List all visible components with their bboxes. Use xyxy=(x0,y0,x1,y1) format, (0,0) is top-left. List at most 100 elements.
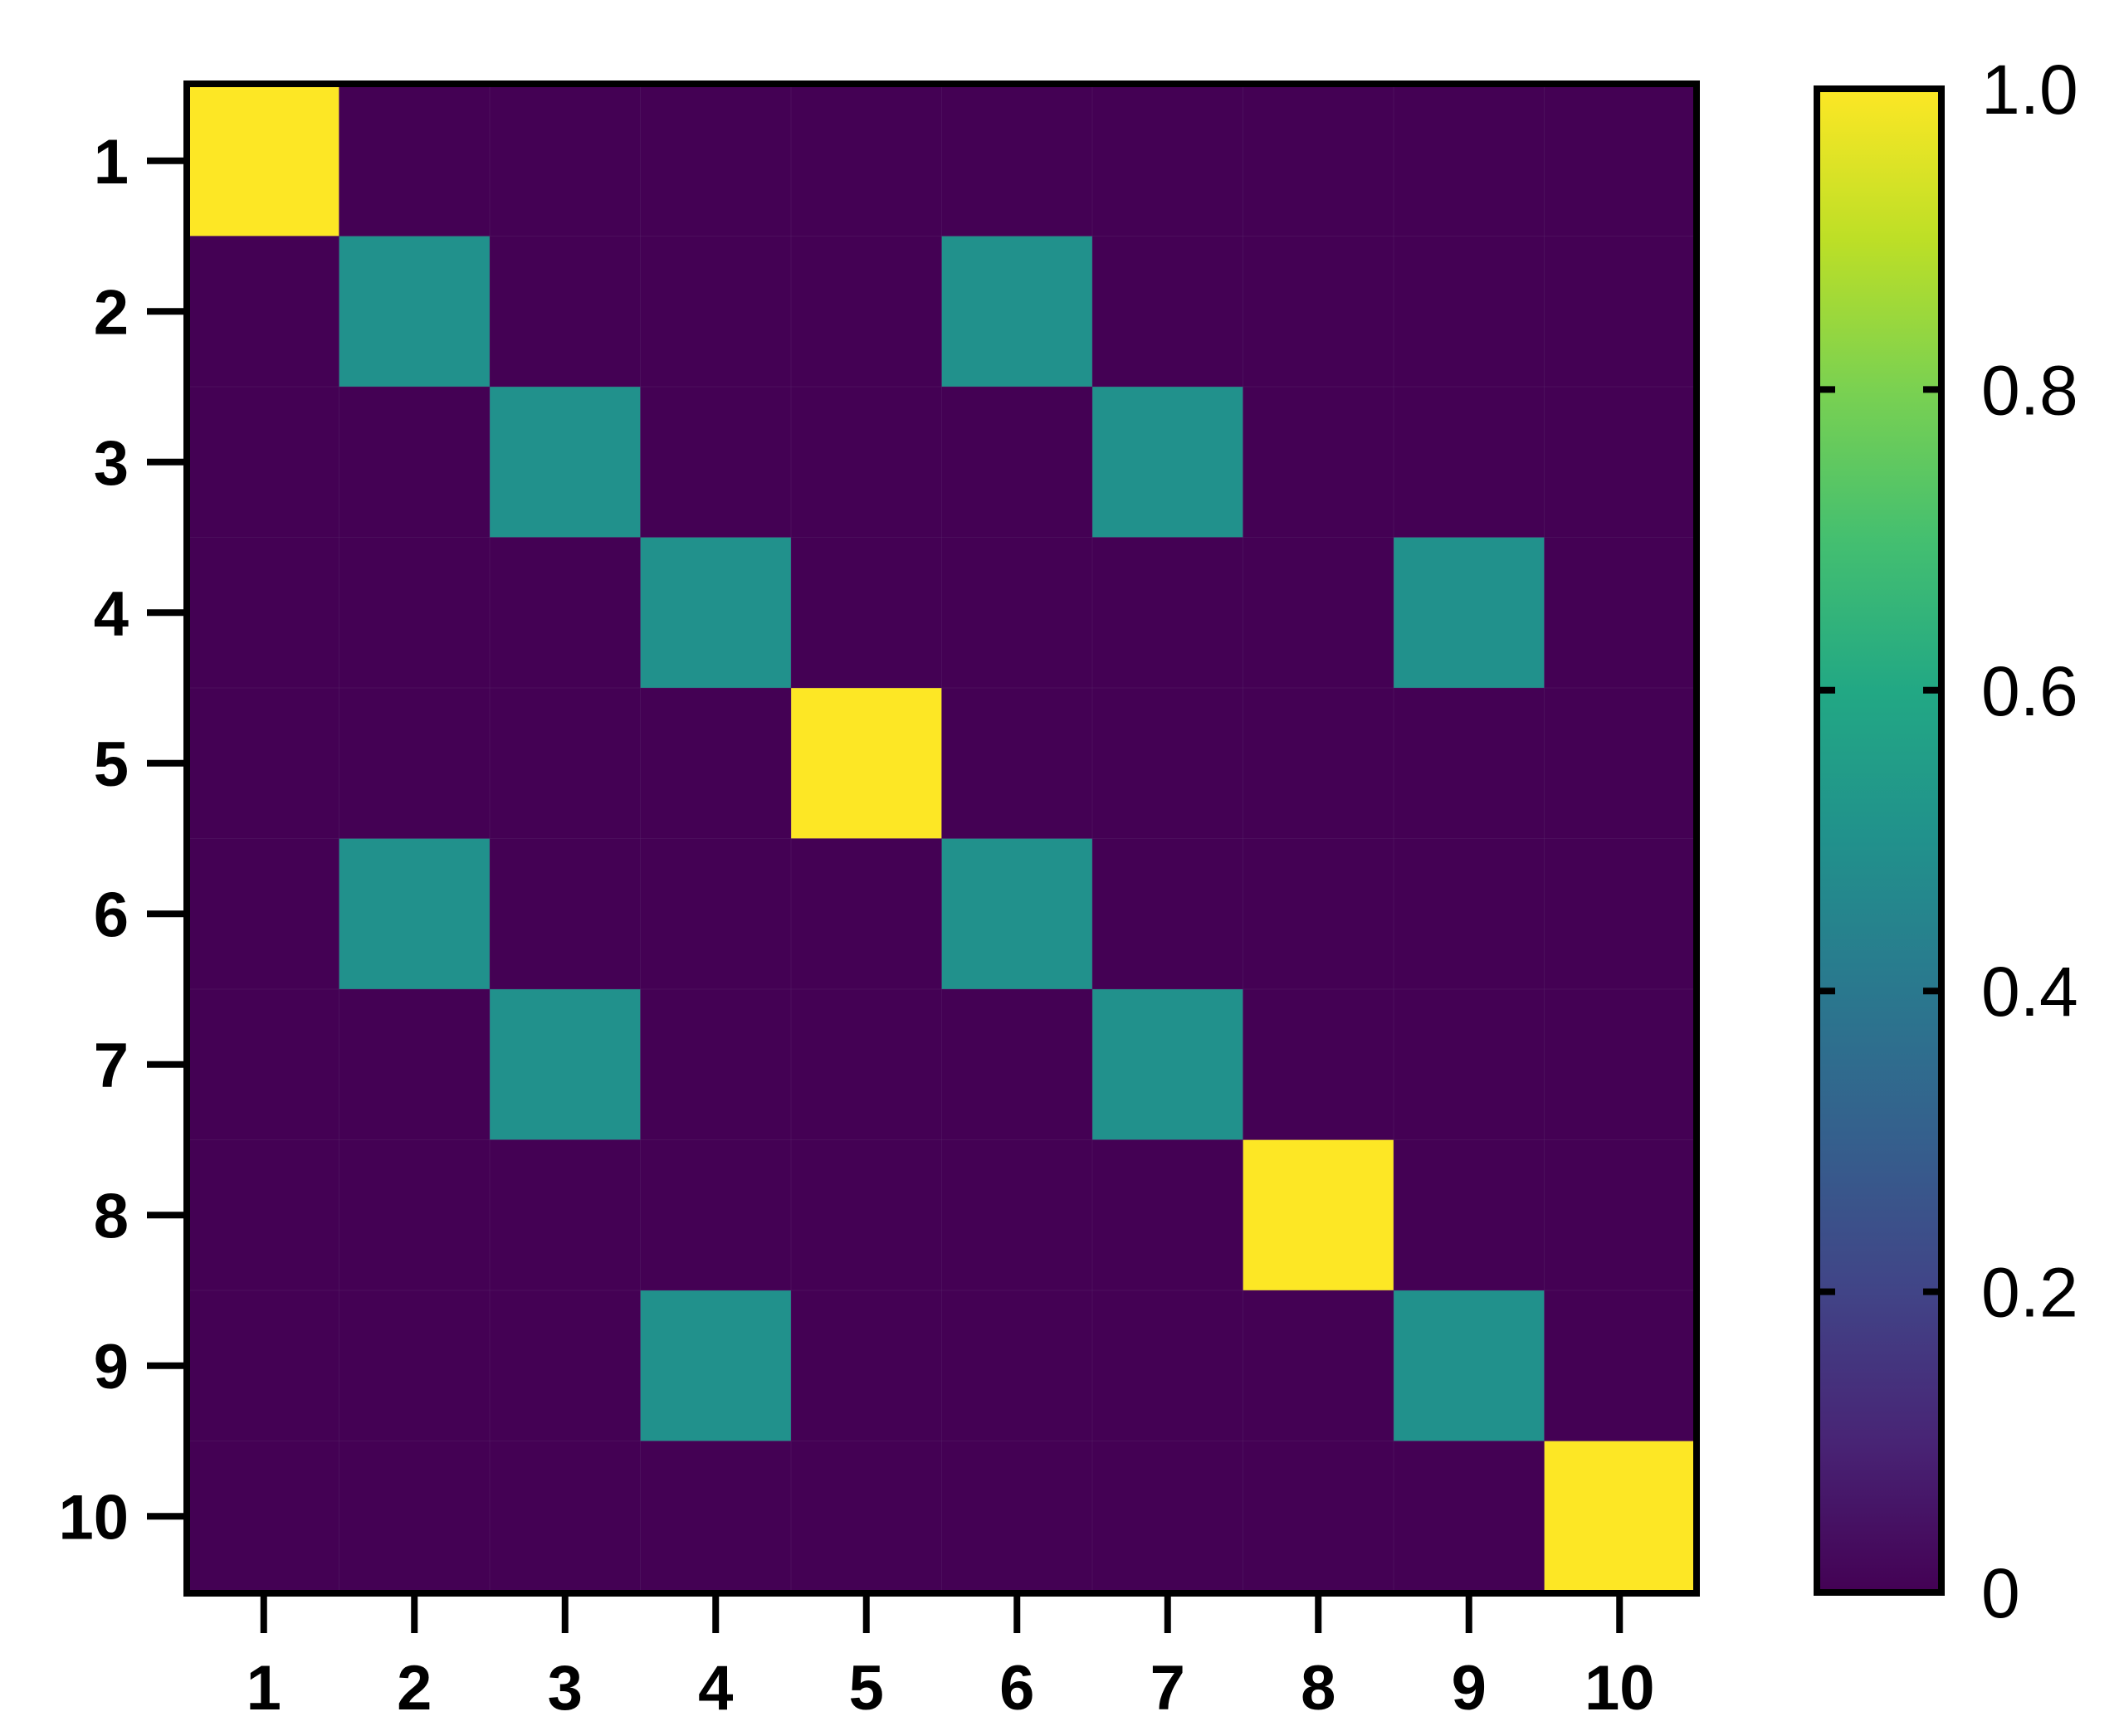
heatmap-cell-r1-c5 xyxy=(791,85,942,237)
heatmap-cell-r2-c8 xyxy=(1243,236,1394,388)
heatmap-cell-r8-c1 xyxy=(188,1139,339,1291)
heatmap-cell-r3-c5 xyxy=(791,387,942,538)
colorbar-tick-label: 1.0 xyxy=(1981,51,2078,129)
heatmap-cell-r6-c9 xyxy=(1394,838,1545,990)
heatmap-cell-r8-c10 xyxy=(1544,1139,1696,1291)
heatmap-cell-r10-c2 xyxy=(339,1441,491,1592)
x-tick-label: 2 xyxy=(397,1653,432,1724)
heatmap-cell-r5-c9 xyxy=(1394,688,1545,839)
heatmap-cell-r6-c1 xyxy=(188,838,339,990)
heatmap-cell-r3-c6 xyxy=(941,387,1093,538)
x-tick-label: 8 xyxy=(1301,1653,1335,1724)
heatmap-cell-r4-c9 xyxy=(1394,537,1545,689)
heatmap-cell-r4-c7 xyxy=(1092,537,1243,689)
heatmap-cell-r5-c1 xyxy=(188,688,339,839)
heatmap-cells xyxy=(188,85,1696,1592)
colorbar-tick-label: 0.4 xyxy=(1981,953,2078,1031)
heatmap-cell-r6-c7 xyxy=(1092,838,1243,990)
heatmap-cell-r10-c3 xyxy=(490,1441,641,1592)
y-tick-label: 2 xyxy=(94,277,129,348)
x-tick-label: 6 xyxy=(999,1653,1034,1724)
cell-grid-lines xyxy=(188,85,1695,1592)
heatmap-cell-r6-c3 xyxy=(490,838,641,990)
y-axis: 1 2 3 4 5 6 7 8 9 10 xyxy=(58,127,187,1553)
heatmap-cell-r2-c6 xyxy=(941,236,1093,388)
heatmap-cell-r5-c7 xyxy=(1092,688,1243,839)
heatmap-cell-r10-c4 xyxy=(640,1441,792,1592)
heatmap-cell-r1-c8 xyxy=(1243,85,1394,237)
heatmap-cell-r5-c5 xyxy=(791,688,942,839)
heatmap-cell-r7-c8 xyxy=(1243,989,1394,1140)
heatmap-cell-r9-c5 xyxy=(791,1290,942,1441)
heatmap-cell-r4-c4 xyxy=(640,537,792,689)
heatmap-cell-r7-c9 xyxy=(1394,989,1545,1140)
heatmap-cell-r4-c3 xyxy=(490,537,641,689)
heatmap-cell-r2-c5 xyxy=(791,236,942,388)
heatmap-cell-r9-c6 xyxy=(941,1290,1093,1441)
heatmap-cell-r5-c6 xyxy=(941,688,1093,839)
heatmap-cell-r9-c7 xyxy=(1092,1290,1243,1441)
heatmap-cell-r8-c5 xyxy=(791,1139,942,1291)
y-tick-label: 1 xyxy=(94,127,129,197)
x-tick-label: 4 xyxy=(698,1653,733,1724)
heatmap-cell-r4-c8 xyxy=(1243,537,1394,689)
heatmap-cell-r6-c5 xyxy=(791,838,942,990)
heatmap-cell-r8-c4 xyxy=(640,1139,792,1291)
heatmap-cell-r7-c1 xyxy=(188,989,339,1140)
x-tick-label: 3 xyxy=(548,1653,583,1724)
colorbar-frame xyxy=(1814,85,1945,1596)
x-tick-label: 10 xyxy=(1584,1653,1655,1724)
heatmap-cell-r1-c7 xyxy=(1092,85,1243,237)
heatmap-cell-r5-c8 xyxy=(1243,688,1394,839)
x-tick-label: 5 xyxy=(849,1653,884,1724)
heatmap-cell-r8-c3 xyxy=(490,1139,641,1291)
heatmap-cell-r10-c10 xyxy=(1544,1441,1696,1592)
y-tick-label: 3 xyxy=(94,428,129,499)
colorbar-tick-label: 0.6 xyxy=(1981,652,2078,730)
heatmap-cell-r9-c9 xyxy=(1394,1290,1545,1441)
heatmap-cell-r10-c8 xyxy=(1243,1441,1394,1592)
heatmap-cell-r1-c4 xyxy=(640,85,792,237)
y-tick-label: 10 xyxy=(58,1482,129,1553)
heatmap-cell-r5-c3 xyxy=(490,688,641,839)
heatmap-cell-r7-c10 xyxy=(1544,989,1696,1140)
heatmap-cell-r3-c8 xyxy=(1243,387,1394,538)
colorbar xyxy=(1817,89,1941,1592)
heatmap-cell-r8-c6 xyxy=(941,1139,1093,1291)
heatmap-cell-r10-c7 xyxy=(1092,1441,1243,1592)
heatmap-cell-r2-c4 xyxy=(640,236,792,388)
heatmap-cell-r7-c2 xyxy=(339,989,491,1140)
heatmap-cell-r2-c9 xyxy=(1394,236,1545,388)
colorbar-axis: 0 0.2 0.4 0.6 0.8 1.0 xyxy=(1817,51,2078,1632)
heatmap-cell-r1-c1 xyxy=(188,85,339,237)
heatmap-cell-r3-c1 xyxy=(188,387,339,538)
heatmap-cell-r3-c9 xyxy=(1394,387,1545,538)
colorbar-tick-label: 0.8 xyxy=(1981,351,2078,429)
heatmap-cell-r2-c2 xyxy=(339,236,491,388)
heatmap-cell-r10-c1 xyxy=(188,1441,339,1592)
heatmap-cell-r8-c2 xyxy=(339,1139,491,1291)
heatmap-cell-r8-c8 xyxy=(1243,1139,1394,1291)
x-tick-label: 9 xyxy=(1452,1653,1487,1724)
heatmap-cell-r3-c2 xyxy=(339,387,491,538)
heatmap-cell-r9-c10 xyxy=(1544,1290,1696,1441)
heatmap-cell-r1-c2 xyxy=(339,85,491,237)
heatmap-cell-r4-c1 xyxy=(188,537,339,689)
heatmap-cell-r1-c10 xyxy=(1544,85,1696,237)
heatmap-cell-r10-c6 xyxy=(941,1441,1093,1592)
heatmap-cell-r2-c3 xyxy=(490,236,641,388)
heatmap-cell-r6-c10 xyxy=(1544,838,1696,990)
heatmap-cell-r1-c6 xyxy=(941,85,1093,237)
heatmap-cell-r2-c7 xyxy=(1092,236,1243,388)
heatmap-cell-r10-c5 xyxy=(791,1441,942,1592)
heatmap-cell-r6-c4 xyxy=(640,838,792,990)
heatmap-cell-r9-c4 xyxy=(640,1290,792,1441)
heatmap-cell-r8-c7 xyxy=(1092,1139,1243,1291)
heatmap-cell-r6-c6 xyxy=(941,838,1093,990)
x-axis: 1 2 3 4 5 6 7 8 9 10 xyxy=(247,1593,1655,1724)
heatmap-cell-r9-c3 xyxy=(490,1290,641,1441)
colorbar-tick-label: 0 xyxy=(1981,1554,2020,1632)
heatmap-cell-r5-c10 xyxy=(1544,688,1696,839)
x-tick-label: 7 xyxy=(1150,1653,1185,1724)
